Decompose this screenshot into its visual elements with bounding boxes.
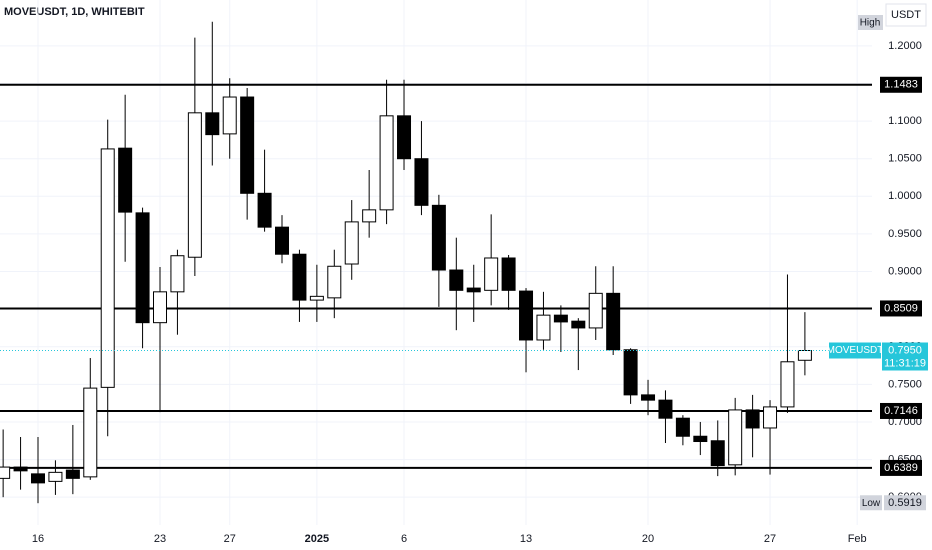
symbol-label: MOVEUSDT: [827, 345, 884, 356]
x-tick-label: 13: [520, 533, 532, 545]
low-value-bg: [884, 495, 926, 511]
candle-body: [641, 394, 656, 401]
level-label: 0.7146: [884, 405, 918, 417]
candle-body: [0, 466, 11, 479]
level-label: 0.8509: [884, 302, 918, 314]
candle-body: [65, 469, 80, 479]
candle-body: [571, 320, 586, 329]
low-value: 0.5919: [888, 497, 922, 509]
level-label-bg: [880, 300, 922, 317]
candle-body: [309, 295, 324, 301]
candle-body: [240, 96, 255, 194]
low-label: Low: [862, 498, 881, 509]
candle-body: [449, 269, 464, 291]
candle-body: [100, 148, 115, 388]
candle-body: [780, 361, 795, 408]
y-tick-label: 1.0500: [888, 153, 922, 165]
y-tick-label: 0.7500: [888, 378, 922, 390]
high-label: High: [860, 18, 881, 29]
y-tick-label: 0.9000: [888, 265, 922, 277]
candle-body: [170, 255, 185, 293]
currency: USDT: [891, 9, 921, 21]
high-label-bg: [858, 15, 883, 30]
candle-body: [588, 292, 603, 329]
level-label-bg: [880, 459, 922, 476]
x-tick-label: 2025: [305, 533, 329, 545]
candle-body: [501, 257, 516, 291]
candle-body: [153, 291, 168, 324]
candle-body: [745, 409, 760, 429]
candle-body: [222, 96, 237, 135]
candle-body: [466, 287, 481, 293]
candle-body: [327, 265, 342, 299]
candle-body: [693, 435, 708, 443]
candle-body: [344, 221, 359, 265]
y-tick-label: 0.9500: [888, 228, 922, 240]
last-price-label: 0.7950: [888, 344, 922, 356]
x-tick-label: Feb: [848, 533, 867, 545]
y-tick-label: 1.2000: [888, 40, 922, 52]
candle-body: [553, 314, 568, 323]
x-tick-label: 23: [154, 533, 166, 545]
candle-body: [484, 257, 499, 291]
candle-body: [519, 290, 534, 341]
candle-body: [48, 471, 63, 482]
candle-body: [414, 158, 429, 206]
candle-body: [606, 292, 621, 351]
y-tick-label: 1.0000: [888, 190, 922, 202]
x-tick-label: 6: [401, 533, 407, 545]
x-tick-label: 16: [32, 533, 44, 545]
candle-body: [397, 115, 412, 160]
chart-title: MOVEUSDT, 1D, WHITEBIT: [4, 6, 145, 18]
x-tick-label: 20: [642, 533, 654, 545]
candle-body: [205, 112, 220, 136]
currency-bg: [885, 3, 927, 27]
level-label-bg: [880, 76, 922, 93]
candle-body: [362, 209, 377, 223]
countdown: 11:31:19: [884, 357, 926, 369]
candle-body: [13, 466, 28, 472]
candle-body: [187, 112, 202, 258]
candle-body: [30, 473, 45, 484]
candle-body: [135, 212, 150, 324]
candle-body: [728, 409, 743, 466]
candle-body: [675, 417, 690, 437]
x-tick-label: 27: [764, 533, 776, 545]
candle-body: [623, 349, 638, 396]
candle-body: [797, 350, 812, 361]
candle-body: [710, 440, 725, 467]
candle-body: [658, 399, 673, 419]
level-label-bg: [880, 402, 922, 419]
symbol-label-bg: [829, 342, 881, 359]
candle-body: [379, 115, 394, 211]
x-tick-label: 27: [224, 533, 236, 545]
low-label-bg: [860, 495, 882, 511]
level-label: 1.1483: [884, 79, 918, 91]
candle-body: [275, 226, 290, 255]
y-tick-label: 1.1000: [888, 115, 922, 127]
candle-body: [431, 204, 446, 271]
last-price-bg: [882, 342, 928, 371]
candle-body: [536, 314, 551, 341]
candle-body: [292, 253, 307, 301]
candle-body: [83, 387, 98, 478]
level-label: 0.6389: [884, 462, 918, 474]
candle-body: [118, 147, 133, 213]
candle-body: [763, 406, 778, 429]
candle-body: [257, 192, 272, 228]
